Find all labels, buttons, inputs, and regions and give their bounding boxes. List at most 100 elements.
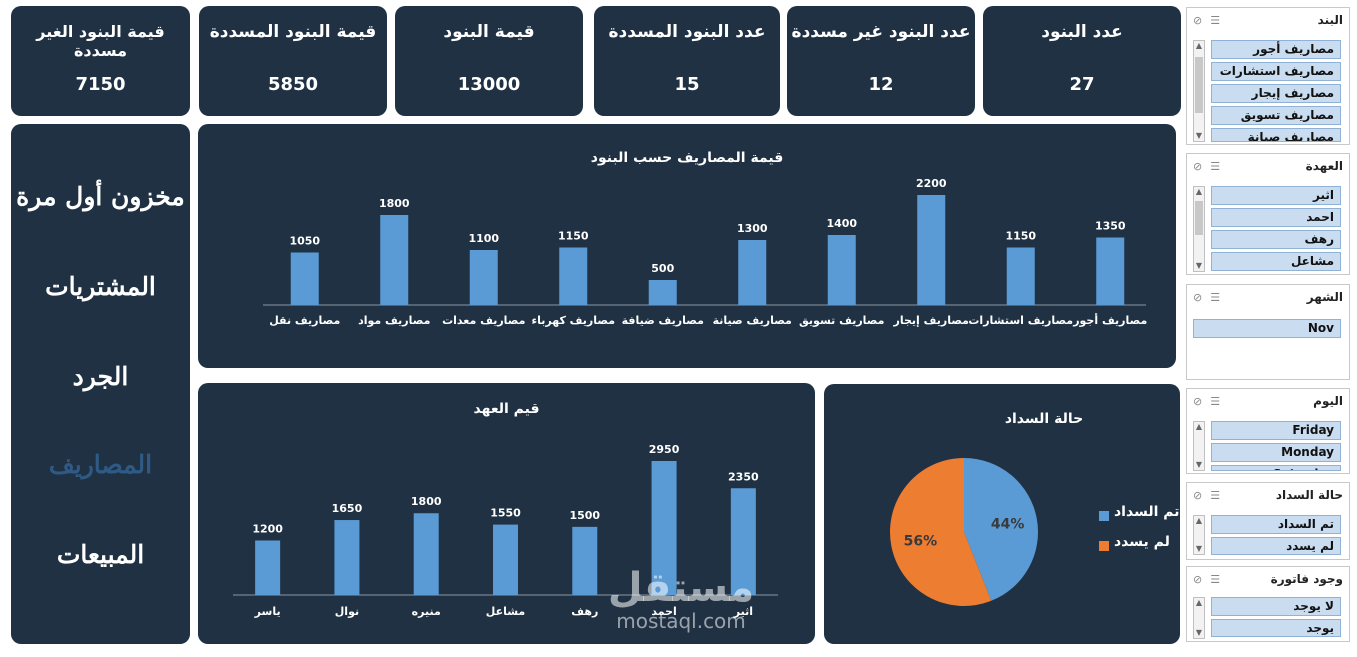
x-tick-label: مصاريف معدات: [442, 314, 525, 327]
clear-filter-icon[interactable]: ⊘: [1193, 14, 1203, 27]
slicer-scrollbar[interactable]: ▲ ▼: [1193, 515, 1205, 555]
slicer-day: اليوم ⊘ ☰ ▲▼ Friday Monday Saturday: [1186, 388, 1350, 474]
bar: [334, 520, 360, 595]
payment-status-pie: 44% 56%: [890, 458, 1038, 606]
bar: [738, 240, 767, 305]
payment-status-card: حالة السداد 44% 56% تم السداد لم يسدد: [824, 384, 1180, 644]
kpi-card-item-count: عدد البنود 27: [983, 6, 1181, 116]
slicer-header: اليوم ⊘ ☰: [1187, 389, 1349, 415]
multi-select-icon[interactable]: ☰: [1210, 160, 1221, 173]
x-tick-label: اثير: [733, 605, 753, 618]
data-label: 1050: [289, 235, 320, 248]
slicer-scrollbar[interactable]: ▲ ▼: [1193, 186, 1205, 272]
slicer-option[interactable]: اثير: [1211, 186, 1341, 205]
slicer-option[interactable]: لم يسدد: [1211, 537, 1341, 555]
x-tick-label: مصاريف كهرباء: [531, 314, 615, 327]
bar: [572, 526, 598, 595]
data-label: 1150: [558, 230, 589, 243]
bar: [1096, 237, 1125, 305]
slicer-title: حالة السداد: [1275, 488, 1343, 502]
kpi-label: عدد البنود المسددة: [608, 22, 766, 42]
bar: [917, 195, 946, 305]
bar: [648, 280, 677, 305]
nav-expenses[interactable]: المصاريف: [48, 450, 153, 479]
slicer-option[interactable]: Friday: [1211, 421, 1341, 440]
multi-select-icon[interactable]: ☰: [1210, 489, 1221, 502]
x-tick-label: مصاريف تسويق: [799, 314, 884, 327]
bar: [493, 524, 518, 595]
expenses-bar-chart: 1350 مصاريف أجور 1150 مصاريف استشارات 2200 مص…: [263, 177, 1147, 327]
slicer-header: حالة السداد ⊘ ☰: [1187, 483, 1349, 509]
kpi-card-paid-value: قيمة البنود المسددة 5850: [199, 6, 387, 116]
kpi-label: قيمة البنود: [443, 22, 535, 42]
slicer-item: البند ⊘ ☰ ▲ ▼ مصاريف أجور مصاريف استشارات …: [1186, 7, 1350, 145]
data-label: 1800: [379, 197, 410, 210]
clear-filter-icon[interactable]: ⊘: [1193, 489, 1203, 502]
x-tick-label: مصاريف إيجار: [893, 314, 969, 327]
slicer-option[interactable]: مصاريف تسويق: [1211, 106, 1341, 125]
slicer-option[interactable]: Monday: [1211, 443, 1341, 462]
slicer-header: العهدة ⊘ ☰: [1187, 154, 1349, 180]
legend-label-paid: تم السداد: [1114, 504, 1180, 520]
slicer-option[interactable]: مشاعل: [1211, 252, 1341, 271]
slicer-option[interactable]: Nov: [1193, 319, 1341, 338]
slicer-option[interactable]: احمد: [1211, 208, 1341, 227]
x-tick-label: مصاريف نقل: [269, 314, 340, 327]
pie-slice: [890, 458, 992, 606]
legend-swatch-paid: [1099, 511, 1109, 521]
nav-opening-stock[interactable]: مخزون أول مرة: [16, 182, 185, 211]
multi-select-icon[interactable]: ☰: [1210, 14, 1221, 27]
kpi-label: عدد البنود: [1041, 22, 1123, 42]
slicer-header: الشهر ⊘ ☰: [1187, 285, 1349, 311]
kpi-value: 7150: [75, 74, 126, 95]
slicer-option[interactable]: مصاريف أجور: [1211, 40, 1341, 59]
slicer-option[interactable]: لا يوجد: [1211, 597, 1341, 616]
slicer-scrollbar[interactable]: ▲ ▼: [1193, 421, 1205, 471]
kpi-value: 13000: [457, 74, 521, 95]
slicer-option[interactable]: رهف: [1211, 230, 1341, 249]
slicer-option[interactable]: يوجد: [1211, 619, 1341, 637]
slicer-scrollbar[interactable]: ▲ ▼: [1193, 40, 1205, 142]
slicer-option[interactable]: Saturday: [1211, 465, 1341, 471]
bar: [413, 513, 439, 595]
multi-select-icon[interactable]: ☰: [1210, 395, 1221, 408]
bar: [1006, 247, 1035, 305]
nav-sales[interactable]: المبيعات: [56, 540, 145, 569]
kpi-label: قيمة البنود الغير مسددة: [36, 22, 165, 60]
data-label: 2950: [649, 443, 680, 456]
data-label: 2350: [728, 470, 759, 483]
clear-filter-icon[interactable]: ⊘: [1193, 291, 1203, 304]
kpi-label: قيمة البنود المسددة: [209, 22, 377, 42]
slicer-title: البند: [1317, 13, 1343, 27]
x-tick-label: مصاريف صيانة: [713, 314, 792, 327]
kpi-label: عدد البنود غير مسددة: [791, 22, 971, 42]
clear-filter-icon[interactable]: ⊘: [1193, 160, 1203, 173]
data-label: 500: [651, 262, 674, 275]
slicer-scrollbar[interactable]: ▲ ▼: [1193, 597, 1205, 639]
data-label: 1500: [569, 509, 600, 522]
data-label: 1400: [826, 217, 857, 230]
slicer-option[interactable]: مصاريف صيانة: [1211, 128, 1341, 142]
expenses-chart-card: قيمة المصاريف حسب البنود 1350 مصاريف أجور…: [198, 124, 1176, 368]
kpi-card-total-value: قيمة البنود 13000: [395, 6, 583, 116]
bar: [827, 235, 856, 305]
clear-filter-icon[interactable]: ⊘: [1193, 573, 1203, 586]
multi-select-icon[interactable]: ☰: [1210, 573, 1221, 586]
bar: [380, 215, 409, 305]
slicer-payment-status: حالة السداد ⊘ ☰ ▲ ▼ تم السداد لم يسدد: [1186, 482, 1350, 560]
data-label: 1200: [252, 522, 283, 535]
chart-title: قيمة المصاريف حسب البنود: [590, 150, 784, 166]
pie-data-label: 44%: [991, 517, 1025, 533]
nav-purchases[interactable]: المشتريات: [45, 272, 156, 301]
slicer-option[interactable]: مصاريف استشارات: [1211, 62, 1341, 81]
slicer-option[interactable]: تم السداد: [1211, 515, 1341, 534]
slicer-option[interactable]: مصاريف إيجار: [1211, 84, 1341, 103]
data-label: 1800: [411, 495, 442, 508]
slicer-title: الشهر: [1306, 290, 1343, 304]
clear-filter-icon[interactable]: ⊘: [1193, 395, 1203, 408]
multi-select-icon[interactable]: ☰: [1210, 291, 1221, 304]
x-tick-label: احمد: [651, 605, 676, 618]
x-tick-label: مصاريف أجور: [1072, 313, 1147, 327]
kpi-value: 12: [868, 74, 894, 95]
nav-inventory[interactable]: الجرد: [72, 362, 129, 391]
